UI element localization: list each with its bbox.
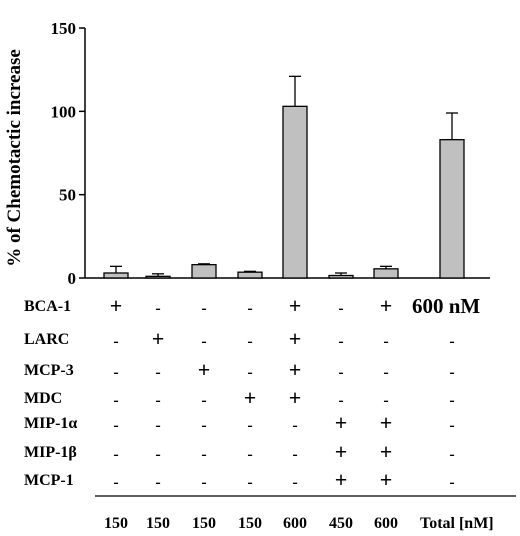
treatment-mark: + [335,410,348,435]
treatment-mark: - [247,446,252,463]
x-tick-label: 150 [192,515,216,532]
treatment-row-label: MCP-3 [24,362,74,379]
bar [282,105,308,279]
treatment-row-label: MCP-1 [24,472,74,489]
treatment-mark: - [201,392,206,409]
bar [191,264,217,279]
treatment-mark: + [110,293,123,318]
treatment-mark: - [155,300,160,317]
x-tick-label: 150 [146,515,170,532]
treatment-mark: + [380,467,393,492]
bar [373,268,399,279]
treatment-mark: - [155,364,160,381]
bar [328,274,354,279]
treatment-row-label: LARC [24,331,69,348]
bar [103,272,129,279]
y-tick-label: 0 [68,269,77,288]
treatment-mark: - [449,364,454,381]
treatment-mark: - [449,392,454,409]
treatment-mark: + [289,385,302,410]
treatment-mark: - [292,417,297,434]
x-tick-label: 600 [374,515,398,532]
treatment-mark: - [449,474,454,491]
treatment-mark: - [247,333,252,350]
treatment-mark: - [247,300,252,317]
bar [237,271,263,279]
y-tick-label: 50 [59,186,76,205]
x-tick-label: 450 [329,515,353,532]
treatment-mark: - [113,333,118,350]
treatment-mark: - [449,446,454,463]
treatment-mark: - [338,333,343,350]
treatment-mark: - [247,474,252,491]
treatment-mark: + [335,467,348,492]
treatment-mark: - [113,392,118,409]
treatment-mark: - [155,446,160,463]
y-axis-label: % of Chemotactic increase [4,49,25,267]
treatment-mark: - [113,474,118,491]
treatment-mark: - [201,417,206,434]
treatment-mark: + [335,439,348,464]
treatment-mark: + [289,357,302,382]
treatment-mark: - [113,364,118,381]
total-unit-label: Total [nM] [420,515,494,532]
treatment-mark: - [155,392,160,409]
treatment-mark: - [247,364,252,381]
treatment-mark: - [383,333,388,350]
treatment-row-label: MIP-1β [24,444,77,461]
treatment-mark: - [383,364,388,381]
treatment-mark: - [201,300,206,317]
treatment-mark: - [338,364,343,381]
treatment-mark: - [113,417,118,434]
bar [145,275,171,279]
treatment-mark: - [338,392,343,409]
treatment-mark: - [449,333,454,350]
treatment-mark: - [201,446,206,463]
x-tick-label: 150 [104,515,128,532]
treatment-row-label: MDC [24,390,62,407]
treatment-mark: + [380,293,393,318]
treatment-mark: - [155,417,160,434]
treatment-mark: + [289,293,302,318]
treatment-mark: - [247,417,252,434]
treatment-mark: - [449,417,454,434]
total-annotation: 600 nM [412,294,480,318]
treatment-mark: + [380,410,393,435]
y-tick-label: 100 [51,102,77,121]
bar [439,139,465,279]
treatment-mark: - [113,446,118,463]
treatment-mark: - [292,474,297,491]
treatment-mark: - [201,333,206,350]
y-tick-label: 150 [51,19,77,38]
treatment-mark: - [155,474,160,491]
treatment-row-label: MIP-1α [24,415,77,432]
treatment-mark: - [383,392,388,409]
treatment-mark: - [338,300,343,317]
x-tick-label: 150 [238,515,262,532]
treatment-mark: + [244,385,257,410]
treatment-mark: + [380,439,393,464]
treatment-mark: - [201,474,206,491]
treatment-mark: + [289,326,302,351]
treatment-row-label: BCA-1 [24,298,71,315]
treatment-mark: + [152,326,165,351]
treatment-mark: + [198,357,211,382]
x-tick-label: 600 [283,515,307,532]
treatment-mark: - [292,446,297,463]
plot-area: 0 50 100 150 BCA-1 + - - - + - + LARC - + - - + - - - MCP-3 - -… [24,19,516,532]
